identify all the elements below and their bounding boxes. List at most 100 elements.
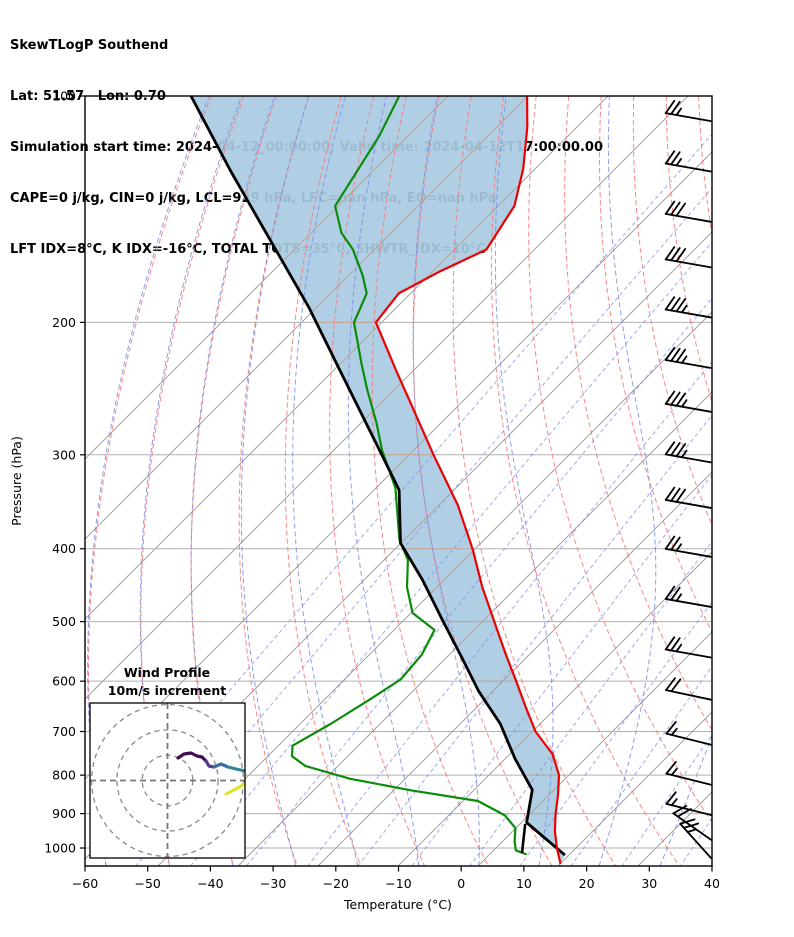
wind-barb (664, 99, 712, 123)
barb-feather (670, 347, 681, 362)
barb-staff (664, 598, 712, 608)
dry-adiabat (598, 96, 712, 633)
isotherm-line-in-fill (191, 96, 454, 864)
dry-adiabat (284, 96, 362, 866)
barb-feather (670, 297, 681, 312)
barb-staff (665, 772, 712, 786)
barb-feather (675, 392, 687, 407)
hodograph-trace (224, 781, 245, 796)
barb-feather (670, 442, 681, 457)
dry-adiabat (412, 96, 553, 866)
x-tick-label: 20 (579, 876, 595, 891)
wind-barb (664, 636, 712, 659)
barb-feather (664, 150, 676, 165)
wind-barb (664, 441, 712, 464)
barb-feather (670, 201, 681, 216)
y-axis-label: Pressure (hPa) (9, 436, 24, 526)
barb-feather (665, 761, 677, 775)
x-tick-label: 10 (516, 876, 532, 891)
barb-half-feather (670, 767, 678, 776)
x-tick-label: −30 (260, 876, 286, 891)
barb-staff (664, 258, 712, 269)
barb-half-feather (675, 593, 683, 602)
barb-feather (675, 348, 687, 363)
barb-feather (664, 535, 676, 550)
x-tick-label: 0 (457, 876, 465, 891)
barb-feather (665, 677, 676, 692)
barb-staff (664, 453, 712, 464)
wind-barb (664, 296, 712, 319)
dry-adiabat (528, 96, 712, 823)
x-tick-label: 40 (704, 876, 720, 891)
barb-staff (665, 732, 712, 746)
wind-barb (679, 818, 712, 859)
barb-feather (670, 487, 681, 502)
x-tick-label: −60 (72, 876, 98, 891)
wind-barb (664, 390, 712, 413)
isotherm-line (85, 96, 689, 700)
barb-feather (679, 818, 696, 825)
y-tick-label: 900 (52, 806, 76, 821)
y-tick-label: 700 (52, 724, 76, 739)
barb-feather (670, 586, 681, 601)
wind-barbs (664, 99, 712, 859)
hodograph-trace (226, 765, 245, 773)
parcel-curve (189, 96, 566, 857)
wind-barb (665, 721, 712, 746)
barb-feather (664, 346, 676, 361)
inset-subtitle: 10m/s increment (107, 683, 227, 698)
wind-barb (664, 246, 712, 269)
barb-half-feather (675, 643, 683, 653)
barb-half-feather (681, 304, 688, 314)
mixing-ratio-line (621, 733, 712, 866)
barb-feather (683, 822, 700, 829)
hodograph-trace (204, 759, 216, 769)
isotherm-line (477, 631, 712, 866)
barb-feather (664, 636, 676, 651)
barb-feather (670, 678, 682, 693)
barb-staff (664, 648, 712, 659)
x-tick-label: −50 (135, 876, 161, 891)
barb-half-feather (681, 355, 688, 364)
mixing-ratio-line (357, 414, 712, 866)
y-tick-label: 1000 (44, 841, 76, 856)
wind-barb (664, 200, 712, 223)
barb-half-feather (670, 727, 678, 736)
barb-staff (672, 812, 712, 841)
barb-feather (664, 585, 676, 600)
wind-barb (672, 804, 712, 841)
wind-barb (664, 150, 712, 173)
barb-feather (664, 246, 676, 261)
lcl-connector-curve (520, 823, 527, 854)
barb-feather (665, 721, 677, 735)
temperature-curve (374, 96, 562, 865)
barb-half-feather (681, 449, 688, 459)
inset-border (89, 702, 246, 859)
barb-staff (664, 499, 712, 509)
barb-feather (670, 151, 681, 166)
dry-adiabat (490, 96, 680, 866)
plot-area (85, 96, 712, 866)
wind-barb (664, 486, 712, 509)
barb-staff (664, 547, 712, 558)
barb-staff (664, 402, 712, 413)
barb-staff (679, 822, 712, 859)
moist-adiabat (240, 96, 310, 866)
shaded-area (191, 96, 565, 864)
moist-adiabat (494, 96, 554, 866)
wind-barb (665, 761, 712, 786)
barb-feather (665, 791, 677, 805)
dry-adiabat (371, 96, 489, 866)
y-tick-label: 600 (52, 674, 76, 689)
wind-barb (665, 677, 712, 701)
mixing-ratio-line (519, 601, 712, 866)
isotherm-line (317, 471, 712, 866)
y-tick-label: 800 (52, 768, 76, 783)
barb-staff (664, 212, 712, 223)
barb-feather (670, 536, 681, 551)
barb-feather (675, 443, 687, 458)
x-tick-label: −20 (323, 876, 349, 891)
barb-feather (670, 100, 681, 116)
